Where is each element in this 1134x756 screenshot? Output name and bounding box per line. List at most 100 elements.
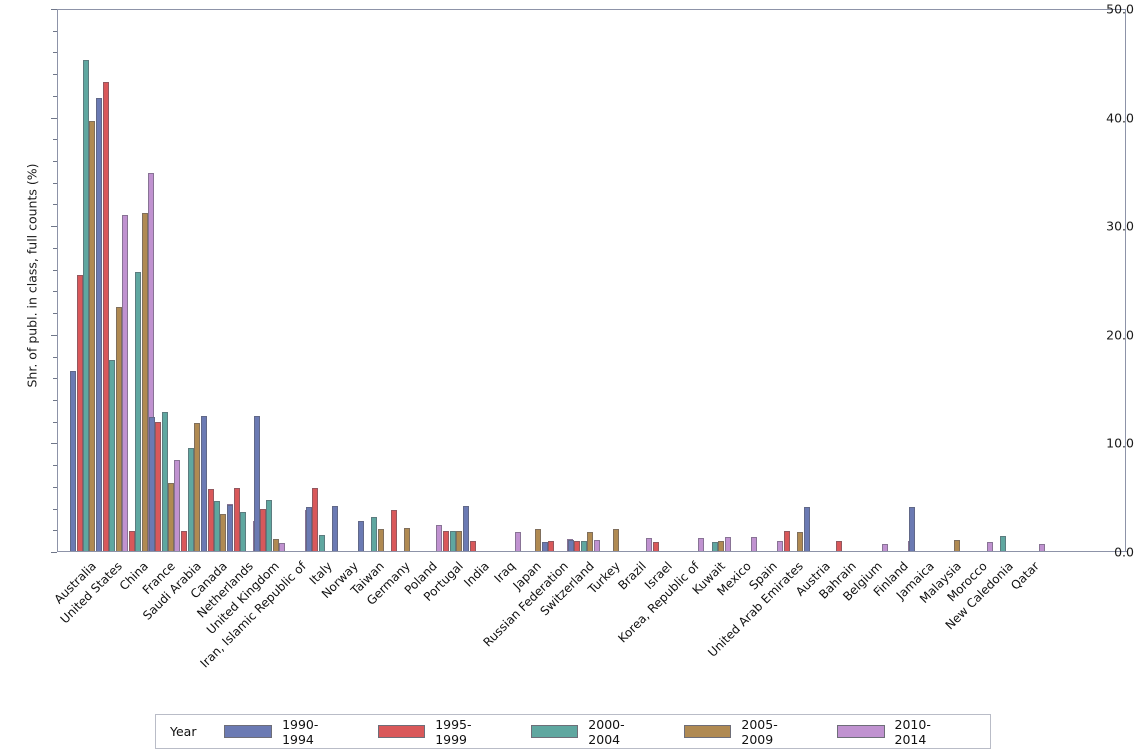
y-tick-label: 50.0	[1106, 1, 1134, 17]
bar[interactable]	[999, 535, 1006, 552]
legend-label: 2005-2009	[741, 716, 778, 747]
bar[interactable]	[194, 422, 201, 552]
bar-group	[253, 9, 286, 552]
y-tick-minor	[53, 95, 57, 97]
y-tick-minor	[53, 52, 57, 54]
legend-item[interactable]: 2000-2004	[530, 717, 644, 747]
legend-items: 1990-1994 1995-1999 2000-2004 2005-2009 2010…	[224, 717, 990, 747]
bar[interactable]	[587, 532, 594, 552]
y-tick-minor	[53, 486, 57, 488]
y-tick-major	[51, 334, 57, 336]
y-tick-minor	[53, 269, 57, 271]
bar[interactable]	[187, 447, 194, 552]
bar[interactable]	[128, 531, 135, 552]
y-tick-minor	[53, 139, 57, 141]
legend-item[interactable]: 1990-1994	[224, 717, 337, 747]
bar-group	[1013, 9, 1045, 552]
x-tick-label: India	[461, 559, 492, 590]
y-tick-minor	[53, 399, 57, 401]
bar[interactable]	[796, 532, 803, 552]
bar[interactable]	[259, 508, 266, 552]
bar[interactable]	[207, 489, 214, 552]
bar[interactable]	[318, 534, 325, 552]
bar[interactable]	[449, 531, 456, 552]
bar[interactable]	[181, 531, 188, 552]
bar[interactable]	[220, 514, 227, 552]
legend-item[interactable]: 2005-2009	[683, 716, 797, 747]
bar[interactable]	[233, 487, 240, 552]
bar[interactable]	[312, 487, 319, 552]
y-tick-major	[51, 226, 57, 228]
legend-item[interactable]: 1995-1999	[377, 717, 491, 747]
y-tick-label: 10.0	[1106, 435, 1134, 451]
bar[interactable]	[227, 505, 234, 552]
bar[interactable]	[89, 120, 96, 552]
bar[interactable]	[332, 506, 339, 552]
bar[interactable]	[148, 417, 155, 552]
bar[interactable]	[96, 98, 103, 552]
bar[interactable]	[371, 517, 378, 552]
plot-area	[57, 9, 1126, 552]
bar[interactable]	[456, 531, 463, 552]
bar[interactable]	[76, 275, 83, 552]
y-tick-minor	[53, 30, 57, 32]
bar[interactable]	[135, 271, 142, 552]
bar[interactable]	[306, 507, 312, 552]
legend-label: 1990-1994	[282, 716, 319, 747]
legend-label: 2010-2014	[894, 716, 931, 747]
bar[interactable]	[141, 213, 148, 552]
bar[interactable]	[377, 529, 384, 552]
y-tick-label: 40.0	[1106, 110, 1134, 126]
y-tick-major	[51, 9, 57, 10]
legend-swatch	[530, 725, 579, 738]
y-tick-minor	[53, 378, 57, 380]
y-tick-major	[51, 552, 57, 553]
bar[interactable]	[403, 528, 410, 552]
y-tick-minor	[53, 356, 57, 358]
bar[interactable]	[240, 511, 247, 552]
bar[interactable]	[613, 529, 620, 552]
bar-group	[96, 9, 128, 552]
y-axis-line	[57, 9, 58, 552]
legend-item[interactable]: 2010-2014	[836, 716, 950, 747]
bar[interactable]	[161, 411, 168, 552]
y-tick-minor	[53, 291, 57, 293]
bar[interactable]	[82, 60, 89, 552]
y-tick-minor	[53, 247, 57, 249]
y-tick-minor	[53, 421, 57, 423]
y-tick-minor	[53, 204, 57, 206]
y-tick-label: 0.0	[1114, 544, 1134, 560]
y-tick-major	[51, 443, 57, 445]
bar[interactable]	[463, 506, 470, 552]
legend-swatch	[224, 725, 273, 738]
bar[interactable]	[266, 499, 273, 552]
y-tick-minor	[53, 508, 57, 510]
y-tick-minor	[53, 465, 57, 467]
bar[interactable]	[390, 509, 397, 552]
bar[interactable]	[167, 482, 174, 552]
y-tick-major	[51, 117, 57, 119]
legend: Year 1990-1994 1995-1999 2000-2004 2005-200…	[155, 714, 991, 749]
x-tick-label: Qatar	[1008, 559, 1043, 593]
bar[interactable]	[908, 507, 915, 552]
bar[interactable]	[155, 421, 162, 552]
legend-swatch	[683, 725, 732, 738]
bar[interactable]	[358, 520, 365, 552]
bar[interactable]	[803, 507, 810, 552]
bar[interactable]	[109, 359, 116, 552]
x-tick-label: Brazil	[615, 559, 650, 593]
bar[interactable]	[534, 529, 541, 552]
bar[interactable]	[115, 306, 122, 552]
bar[interactable]	[783, 531, 790, 552]
y-tick-minor	[53, 182, 57, 184]
bar[interactable]	[443, 531, 450, 552]
y-tick-minor	[53, 74, 57, 76]
bar[interactable]	[70, 370, 77, 552]
bar[interactable]	[201, 416, 208, 552]
bar[interactable]	[213, 500, 220, 552]
legend-title: Year	[170, 724, 197, 739]
x-axis-line	[57, 551, 1127, 552]
bar[interactable]	[102, 81, 109, 552]
bar[interactable]	[253, 416, 260, 552]
